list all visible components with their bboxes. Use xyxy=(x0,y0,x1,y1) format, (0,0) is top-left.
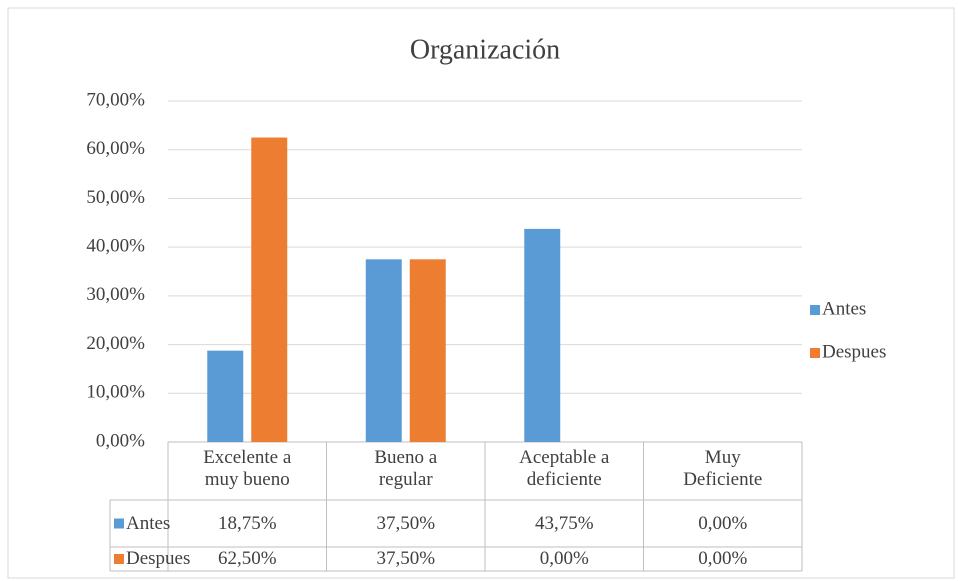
category-label: Excelente a muy bueno xyxy=(203,447,292,490)
table-value: 18,75% xyxy=(217,512,277,534)
y-tick-label: 60,00% xyxy=(86,138,145,159)
table-value: 0,00% xyxy=(698,512,748,534)
category-label: Muy Deficiente xyxy=(683,447,763,490)
table-key xyxy=(114,518,124,529)
category-label: Aceptable a deficiente xyxy=(519,447,610,490)
legend-label: Antes xyxy=(822,298,866,319)
bar xyxy=(207,350,244,442)
y-tick-label: 20,00% xyxy=(86,333,145,354)
y-tick-label: 30,00% xyxy=(86,284,145,305)
legend-swatch xyxy=(810,348,820,358)
table-series-label: Antes xyxy=(126,512,171,534)
table-series-label: Despues xyxy=(126,548,191,569)
table-value: 37,50% xyxy=(376,512,436,534)
y-tick-label: 70,00% xyxy=(86,89,145,110)
table-value: 37,50% xyxy=(376,548,436,569)
table-key xyxy=(114,554,124,564)
table-value: 62,50% xyxy=(217,548,277,569)
chart-title: Organización xyxy=(410,34,560,65)
table-value: 43,75% xyxy=(534,512,594,534)
bar xyxy=(365,259,402,442)
category-label: Bueno a regular xyxy=(374,447,438,490)
bar xyxy=(524,228,561,442)
y-tick-label: 10,00% xyxy=(86,382,145,403)
legend-swatch xyxy=(810,305,820,315)
table-value: 0,00% xyxy=(698,548,748,569)
legend-label: Despues xyxy=(822,341,886,362)
table-value: 0,00% xyxy=(539,548,589,569)
y-tick-label: 50,00% xyxy=(86,187,145,208)
y-tick-label: 0,00% xyxy=(96,430,145,451)
bar xyxy=(251,137,288,443)
chart-frame xyxy=(7,7,955,579)
bar xyxy=(409,259,446,442)
y-tick-label: 40,00% xyxy=(86,236,145,257)
